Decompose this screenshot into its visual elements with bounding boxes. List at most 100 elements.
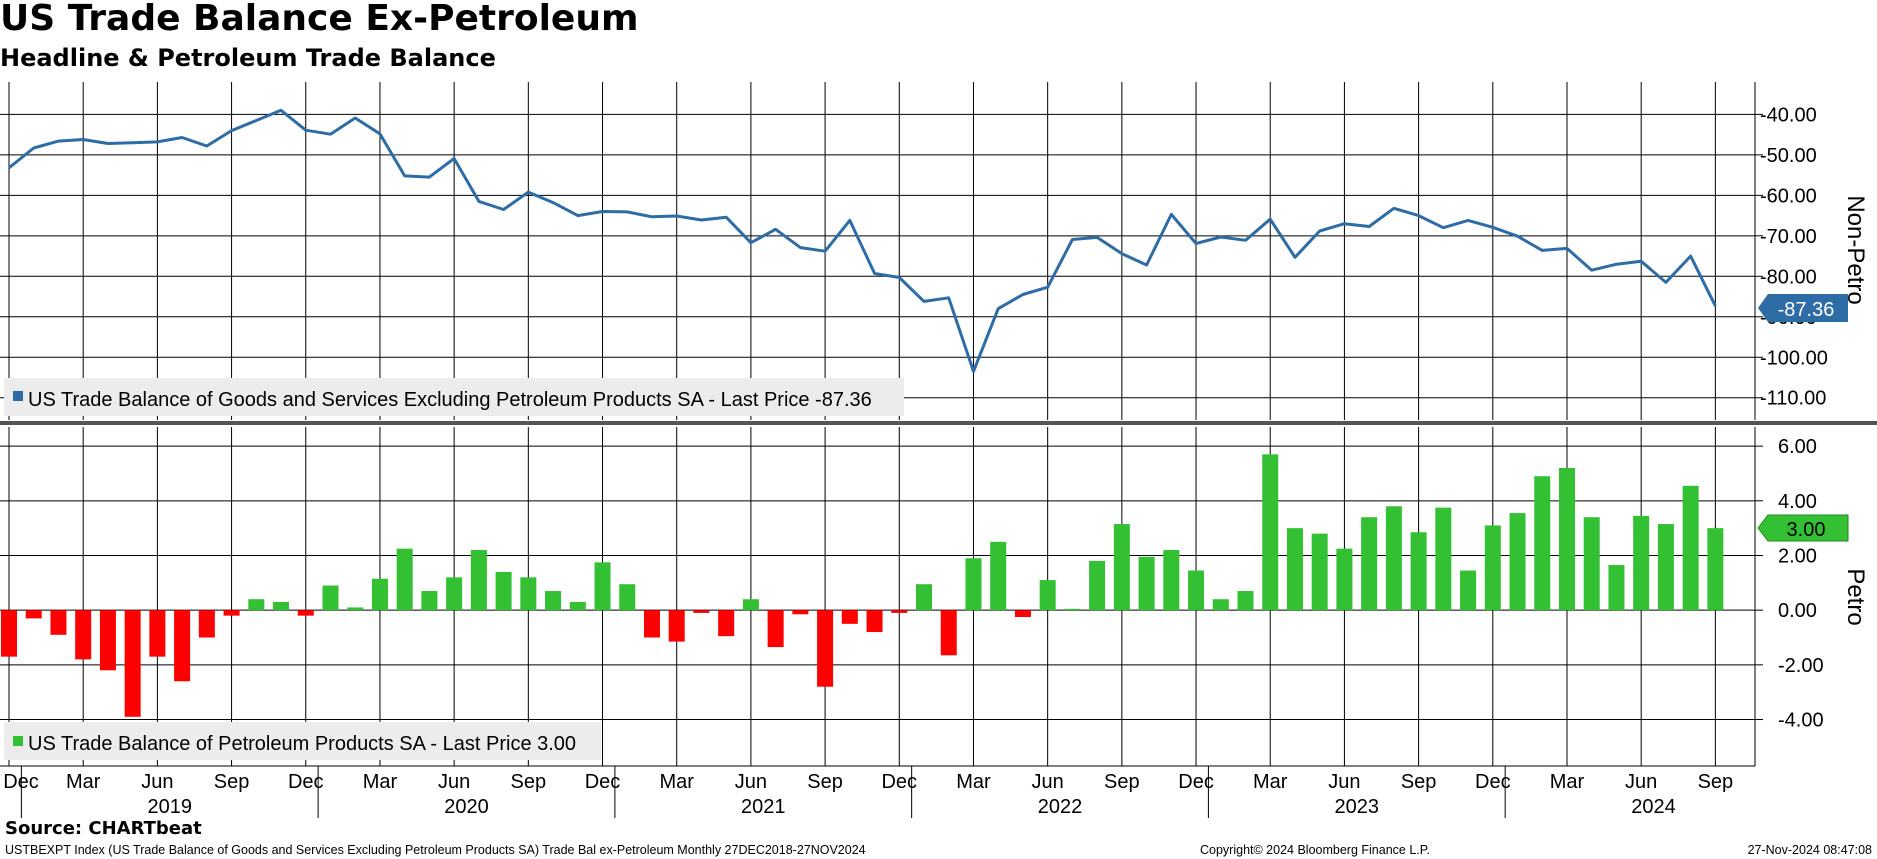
x-tick-label: Jun xyxy=(1625,771,1657,793)
footer-timestamp: 27-Nov-2024 08:47:08 xyxy=(1747,843,1872,857)
petro-bar xyxy=(371,578,388,611)
petro-bar xyxy=(149,610,166,657)
petro-bar xyxy=(1361,517,1378,611)
x-year-label: 2019 xyxy=(147,796,192,818)
petro-bar xyxy=(446,577,463,611)
petro-bar xyxy=(25,610,42,619)
petro-bar xyxy=(198,610,215,638)
petro-bar xyxy=(1385,506,1402,611)
petro-bar xyxy=(1039,580,1056,611)
petro-bar xyxy=(1212,599,1229,611)
x-tick-label: Mar xyxy=(956,771,991,793)
petro-bar xyxy=(1163,550,1180,611)
x-tick-label: Jun xyxy=(735,771,767,793)
x-tick-label: Mar xyxy=(1253,771,1288,793)
petro-bar xyxy=(817,610,834,687)
y-tick-label-bottom: 4.00 xyxy=(1778,491,1817,513)
y-tick-label-bottom: 2.00 xyxy=(1778,545,1817,567)
petro-bar xyxy=(668,610,685,642)
petro-bar xyxy=(569,601,586,611)
x-tick-label: Sep xyxy=(807,771,843,793)
x-year-label: 2021 xyxy=(741,796,786,818)
petro-bar xyxy=(1113,524,1130,611)
x-tick-label: Dec xyxy=(1178,771,1214,793)
petro-bar xyxy=(1262,454,1279,611)
petro-bar xyxy=(470,550,487,611)
y-tick-label-top: -60.00 xyxy=(1760,185,1817,207)
y-axis-label-petro: Petro xyxy=(1842,568,1869,625)
petro-bar xyxy=(223,610,240,616)
petro-bar xyxy=(767,610,784,648)
petro-bar xyxy=(1460,570,1477,611)
petro-bar xyxy=(1237,591,1254,611)
x-tick-label: Dec xyxy=(881,771,917,793)
petro-bar xyxy=(1138,556,1155,611)
last-price-tag-petro xyxy=(1757,514,1849,542)
x-year-label: 2020 xyxy=(444,796,489,818)
y-tick-label-bottom: 0.00 xyxy=(1778,600,1817,622)
axes: -40.00-50.00-60.00-70.00-80.00-90.00-100… xyxy=(0,82,1828,818)
y-tick-label-bottom: -2.00 xyxy=(1778,655,1824,677)
petro-bar xyxy=(1558,468,1575,611)
x-tick-label: Jun xyxy=(438,771,470,793)
legend-top-label: US Trade Balance of Goods and Services E… xyxy=(28,389,872,411)
petro-bar xyxy=(1014,610,1031,618)
petro-bar xyxy=(718,610,735,637)
x-tick-label: Sep xyxy=(1401,771,1437,793)
x-tick-label: Sep xyxy=(511,771,547,793)
petro-bar xyxy=(322,585,339,611)
petro-bar xyxy=(75,610,92,660)
petro-bars xyxy=(1,454,1724,717)
footer-copyright: Copyright© 2024 Bloomberg Finance L.P. xyxy=(1200,843,1430,857)
petro-bar xyxy=(297,610,314,616)
petro-bar xyxy=(99,610,116,671)
petro-bar xyxy=(1311,533,1328,611)
legend-top-swatch xyxy=(13,391,23,401)
petro-bar xyxy=(965,558,982,611)
petro-bar xyxy=(1435,507,1452,611)
petro-bar xyxy=(1657,524,1674,611)
chart-subtitle: Headline & Petroleum Trade Balance xyxy=(0,44,496,72)
x-tick-label: Sep xyxy=(214,771,250,793)
petro-bar xyxy=(594,562,611,611)
x-tick-label: Mar xyxy=(659,771,694,793)
x-tick-label: Mar xyxy=(363,771,398,793)
y-tick-label-top: -50.00 xyxy=(1760,145,1817,167)
last-price-tag-nonpetro xyxy=(1758,294,1848,322)
legend-bottom-label: US Trade Balance of Petroleum Products S… xyxy=(28,733,576,755)
petro-bar xyxy=(619,584,636,611)
petro-bar xyxy=(1286,528,1303,611)
petro-bar xyxy=(1707,528,1724,611)
non-petro-series-line xyxy=(8,108,1717,373)
x-tick-label: Dec xyxy=(585,771,621,793)
petro-bar xyxy=(1,610,17,657)
petro-bar xyxy=(273,601,290,611)
petro-bar xyxy=(347,607,364,611)
x-tick-label: Dec xyxy=(288,771,324,793)
y-axis-label-nonpetro: Non-Petro xyxy=(1842,195,1869,304)
non-petro-line xyxy=(8,108,1717,373)
x-year-label: 2023 xyxy=(1335,796,1380,818)
source-note: Source: CHARTbeat xyxy=(5,818,202,839)
chart-title: US Trade Balance Ex-Petroleum xyxy=(0,0,639,39)
x-year-label: 2022 xyxy=(1038,796,1083,818)
last-price-value-petro: 3.00 xyxy=(1787,519,1826,541)
y-tick-label-bottom: -4.00 xyxy=(1778,710,1824,732)
petro-bar xyxy=(643,610,660,638)
petro-bar xyxy=(421,591,438,611)
petro-bar xyxy=(891,610,908,613)
last-price-value-nonpetro: -87.36 xyxy=(1778,299,1835,321)
petro-bar xyxy=(495,571,512,611)
y-tick-label-top: -70.00 xyxy=(1760,226,1817,248)
x-tick-label: Mar xyxy=(1550,771,1585,793)
x-tick-label: Mar xyxy=(66,771,101,793)
petro-bar xyxy=(1583,517,1600,611)
petro-bar xyxy=(124,610,141,717)
petro-bar xyxy=(1089,560,1106,611)
petro-bar xyxy=(1064,608,1081,611)
petro-bar xyxy=(1188,570,1205,611)
petro-bar xyxy=(248,599,265,611)
legend-bottom-swatch xyxy=(13,736,23,746)
petro-bar xyxy=(1410,532,1427,611)
petro-bar xyxy=(1484,525,1501,611)
